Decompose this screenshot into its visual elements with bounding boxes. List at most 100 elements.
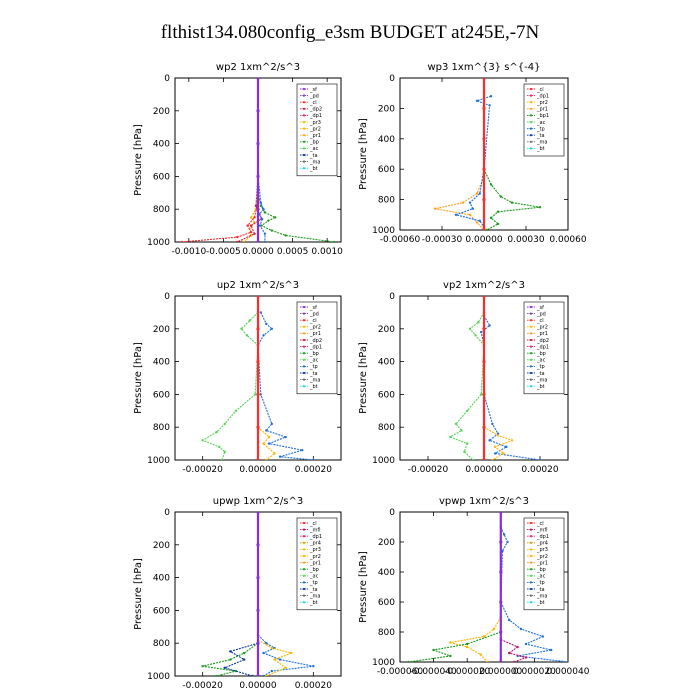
series-point_pr1 (290, 651, 293, 655)
y-axis-label: Pressure [hPa] (133, 558, 144, 630)
legend-label: _ta (309, 371, 318, 377)
legend-marker (302, 319, 306, 322)
legend-label: _ma (536, 593, 547, 599)
series-point_bp (240, 327, 243, 330)
y-tick-label: 400 (378, 135, 395, 145)
legend-marker (302, 541, 306, 544)
legend-label: _bp (536, 567, 546, 573)
legend-label: _pr3 (309, 547, 321, 553)
series-point_bp (245, 334, 249, 337)
legend-marker (302, 587, 306, 591)
legend-label: _pr3 (309, 120, 321, 126)
legend-label: _pd (309, 311, 319, 317)
series-point_tp (494, 452, 497, 455)
y-tick-label: 200 (378, 104, 395, 114)
legend-label: _ac (309, 574, 319, 580)
series-point_pr1 (492, 627, 496, 631)
x-tick-label: 0.0010 (311, 247, 343, 257)
series-point_bp (201, 664, 204, 668)
series-point_dp2 (236, 240, 239, 242)
y-tick-label: 0 (164, 292, 170, 302)
legend-label: _cl (309, 100, 317, 106)
legend-marker (302, 167, 306, 170)
series-point_bp (201, 439, 204, 442)
series-point_bp (538, 206, 542, 209)
series-point_tp (488, 324, 491, 327)
legend-marker (529, 535, 533, 538)
legend-label: _cl (536, 87, 544, 93)
legend-label: _dp2 (309, 338, 322, 344)
series-point_bp (499, 195, 502, 198)
series-point_bp (248, 319, 251, 322)
legend-marker (529, 352, 533, 355)
legend-marker (302, 521, 306, 525)
legend-marker (529, 114, 533, 117)
legend-label: _bt (309, 384, 318, 390)
series-point_bp (460, 429, 463, 432)
y-tick-label: 1000 (372, 226, 395, 236)
legend-label: _dp1 (536, 344, 549, 350)
y-axis-label: Pressure [hPa] (358, 551, 369, 623)
series-point_pr1 (466, 645, 469, 649)
series-point_tp (301, 448, 304, 452)
legend-label: _ma (536, 140, 547, 146)
series-line_dp2 (237, 176, 263, 242)
series-point_tp (506, 540, 509, 544)
y-tick-label: 800 (378, 628, 395, 638)
series-point_tp (478, 192, 481, 195)
y-tick-label: 800 (378, 196, 395, 206)
y-tick-label: 800 (153, 205, 170, 215)
legend-marker (529, 587, 533, 591)
y-axis-label: Pressure [hPa] (133, 342, 144, 414)
series-point_tp (262, 334, 265, 337)
series-point_tp (478, 219, 481, 223)
legend-marker (302, 107, 306, 110)
legend-marker (302, 601, 306, 604)
series-point_pr1 (265, 674, 268, 676)
series-point_cl (499, 512, 503, 514)
y-axis-label: Pressure [hPa] (358, 118, 369, 190)
legend-marker (302, 574, 306, 577)
legend-marker (529, 371, 533, 375)
series-point_cl (236, 235, 239, 239)
legend-marker (302, 325, 306, 328)
series-point_bt (256, 174, 260, 178)
series-point_pr1 (502, 452, 505, 455)
series-point_mfl (524, 656, 528, 659)
series-point_pr1 (482, 635, 486, 638)
series-point_tp (259, 393, 262, 396)
series-line_tp (454, 95, 492, 228)
series-point_tp (550, 648, 553, 652)
legend-label: _cl (536, 521, 544, 527)
series-point_pr2 (242, 240, 246, 242)
legend-box (523, 301, 565, 395)
legend-marker (529, 548, 533, 551)
series-point_pr1 (449, 641, 452, 644)
legend-marker (529, 107, 533, 110)
legend-label: _bt (309, 166, 318, 172)
x-tick-label: -0.000040 (410, 667, 456, 677)
legend-label: _tp (309, 364, 318, 370)
series-point_cl (482, 106, 486, 110)
y-tick-label: 1000 (147, 672, 170, 682)
y-tick-label: 1000 (147, 456, 170, 466)
legend-marker (302, 305, 306, 309)
series-point_bp (466, 442, 469, 445)
legend-label: _pd (536, 311, 546, 317)
x-tick-label: -0.00020 (182, 465, 223, 475)
y-tick-label: 200 (378, 325, 395, 335)
series-point_tp (480, 330, 483, 334)
series-point_bp (477, 321, 480, 324)
legend-box (296, 517, 338, 611)
legend: _sf_pd_cl_dp2_dp1_pr3_pr2_pr1_bp_ac_ta_m… (296, 83, 338, 177)
legend-label: _ma (309, 377, 320, 383)
series-point_bp (485, 228, 488, 230)
legend-label: _dp1 (309, 344, 322, 350)
legend-label: _dp1 (536, 93, 549, 99)
y-tick-label: 400 (378, 358, 395, 368)
series-point_bp (466, 409, 469, 412)
legend-marker (529, 358, 533, 361)
series-point_cl (180, 240, 184, 242)
legend-marker (302, 338, 306, 342)
